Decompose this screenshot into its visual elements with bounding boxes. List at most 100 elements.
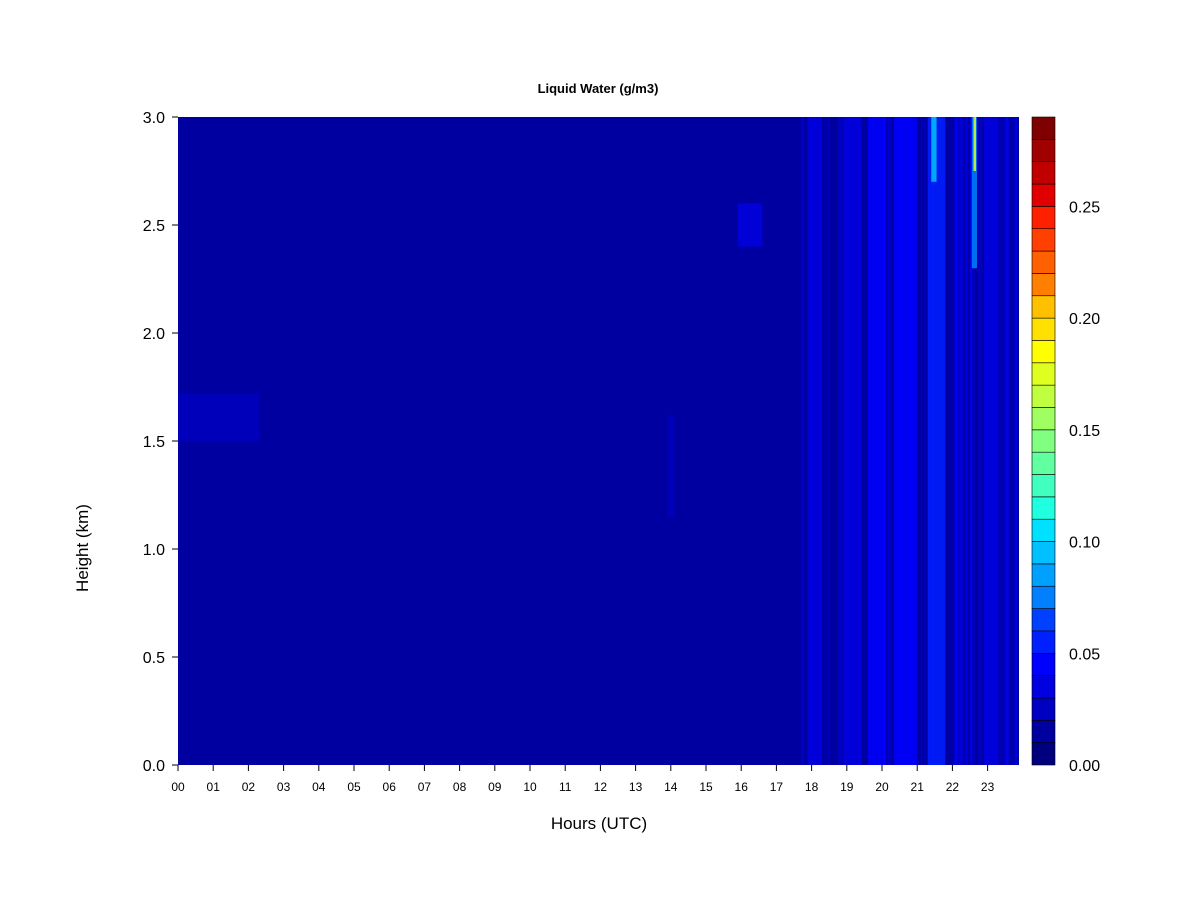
colorbar-tick-label: 0.05 [1069, 646, 1100, 663]
x-tick-label: 08 [453, 780, 467, 794]
colorbar-segment [1031, 518, 1056, 542]
heatmap-cell [984, 117, 999, 765]
heatmap-streak [837, 117, 839, 765]
heatmap-cell [896, 117, 918, 765]
x-tick-label: 16 [735, 780, 749, 794]
heatmap-streak [967, 117, 969, 765]
heatmap-streak [954, 117, 957, 765]
heatmap-streak [802, 117, 805, 765]
heatmap-streak [978, 117, 981, 765]
colorbar-segment [1031, 496, 1056, 520]
y-tick-label: 1.0 [143, 542, 165, 559]
heatmap-cell [867, 117, 886, 765]
x-tick-label: 20 [875, 780, 889, 794]
colorbar-segment [1031, 675, 1056, 699]
x-tick-label: 09 [488, 780, 502, 794]
y-axis: 0.0 0.5 1.0 1.5 2.0 2.5 3.0 [143, 110, 178, 775]
colorbar-tick-label: 0.15 [1069, 423, 1100, 440]
x-axis-label: Hours (UTC) [551, 814, 647, 833]
colorbar-segment [1031, 652, 1056, 676]
colorbar-segment [1031, 541, 1056, 565]
x-tick-label: 03 [277, 780, 291, 794]
heatmap-streak [838, 117, 841, 765]
heatmap-cell [808, 117, 823, 765]
heatmap-streak [982, 117, 984, 765]
x-tick-label: 01 [207, 780, 221, 794]
x-tick-label: 22 [946, 780, 960, 794]
colorbar: 0.00 0.05 0.10 0.15 0.20 0.25 [1031, 116, 1100, 775]
heatmap-streak [1001, 117, 1005, 765]
colorbar-segment [1031, 429, 1056, 453]
colorbar-segment [1031, 250, 1056, 274]
heatmap-streak [959, 117, 962, 765]
colorbar-segment [1031, 295, 1056, 319]
heatmap-streak [1006, 117, 1009, 765]
x-tick-label: 23 [981, 780, 995, 794]
colorbar-segment [1031, 608, 1056, 632]
heatmap-background [178, 117, 1019, 765]
x-tick-label: 18 [805, 780, 819, 794]
colorbar-segment [1031, 742, 1056, 766]
heatmap-streak [1011, 117, 1013, 765]
y-tick-label: 0.0 [143, 758, 165, 775]
heatmap-cell [737, 203, 763, 247]
heatmap-streak [800, 117, 803, 765]
y-tick-label: 3.0 [143, 110, 165, 127]
x-tick-label: 14 [664, 780, 678, 794]
heatmap-streak [860, 117, 862, 765]
x-tick-label: 13 [629, 780, 643, 794]
heatmap-streak [1005, 117, 1008, 765]
heatmap-streak [1003, 117, 1006, 765]
heatmap-features [178, 117, 999, 765]
chart-title: Liquid Water (g/m3) [538, 81, 659, 96]
heatmap-streak [886, 117, 888, 765]
colorbar-segment [1031, 228, 1056, 252]
colorbar-segment [1031, 139, 1056, 162]
colorbar-tick-label: 0.25 [1069, 199, 1100, 216]
heatmap-cell [971, 117, 978, 269]
colorbar-segment [1031, 273, 1056, 297]
heatmap-streak [840, 117, 843, 765]
heatmap-streak [921, 117, 923, 765]
y-tick-label: 0.5 [143, 650, 165, 667]
x-tick-label: 07 [418, 780, 432, 794]
colorbar-segment [1031, 161, 1056, 185]
heatmap-cell [178, 393, 259, 441]
heatmap-streak [960, 117, 964, 765]
heatmap-streak [973, 117, 976, 765]
colorbar-segment [1031, 407, 1056, 431]
colorbar-segment [1031, 720, 1056, 743]
colorbar-segment [1031, 563, 1056, 587]
heatmap-streak [924, 117, 926, 765]
y-axis-label: Height (km) [73, 504, 92, 592]
heatmap-streak [887, 117, 890, 765]
heatmap-streak [981, 117, 983, 765]
x-tick-label: 06 [383, 780, 397, 794]
x-tick-label: 15 [699, 780, 713, 794]
colorbar-tick-label: 0.20 [1069, 311, 1100, 328]
heatmap-streak [827, 117, 830, 765]
heatmap-streak [1014, 117, 1018, 765]
colorbar-segment [1031, 451, 1056, 475]
heatmap-cell [931, 117, 937, 182]
plot-area [178, 117, 1019, 765]
colorbar-segment [1031, 630, 1056, 654]
heatmap-streak [894, 117, 897, 765]
y-tick-label: 2.0 [143, 326, 165, 343]
x-tick-label: 11 [559, 780, 572, 794]
heatmap-cell [843, 117, 861, 765]
x-tick-label: 00 [171, 780, 185, 794]
heatmap-streak [1008, 117, 1011, 765]
heatmap-streak [971, 117, 975, 765]
heatmap-streak [963, 117, 965, 765]
heatmap-streak [970, 117, 973, 765]
heatmap-streak [889, 117, 892, 765]
colorbar-segment [1031, 116, 1056, 140]
heatmap-cell [667, 415, 675, 517]
colorbar-segment [1031, 340, 1056, 364]
heatmap-streak [962, 117, 964, 765]
colorbar-tick-label: 0.00 [1069, 758, 1100, 775]
colorbar-segment [1031, 474, 1056, 498]
heatmap-streak [957, 117, 960, 765]
